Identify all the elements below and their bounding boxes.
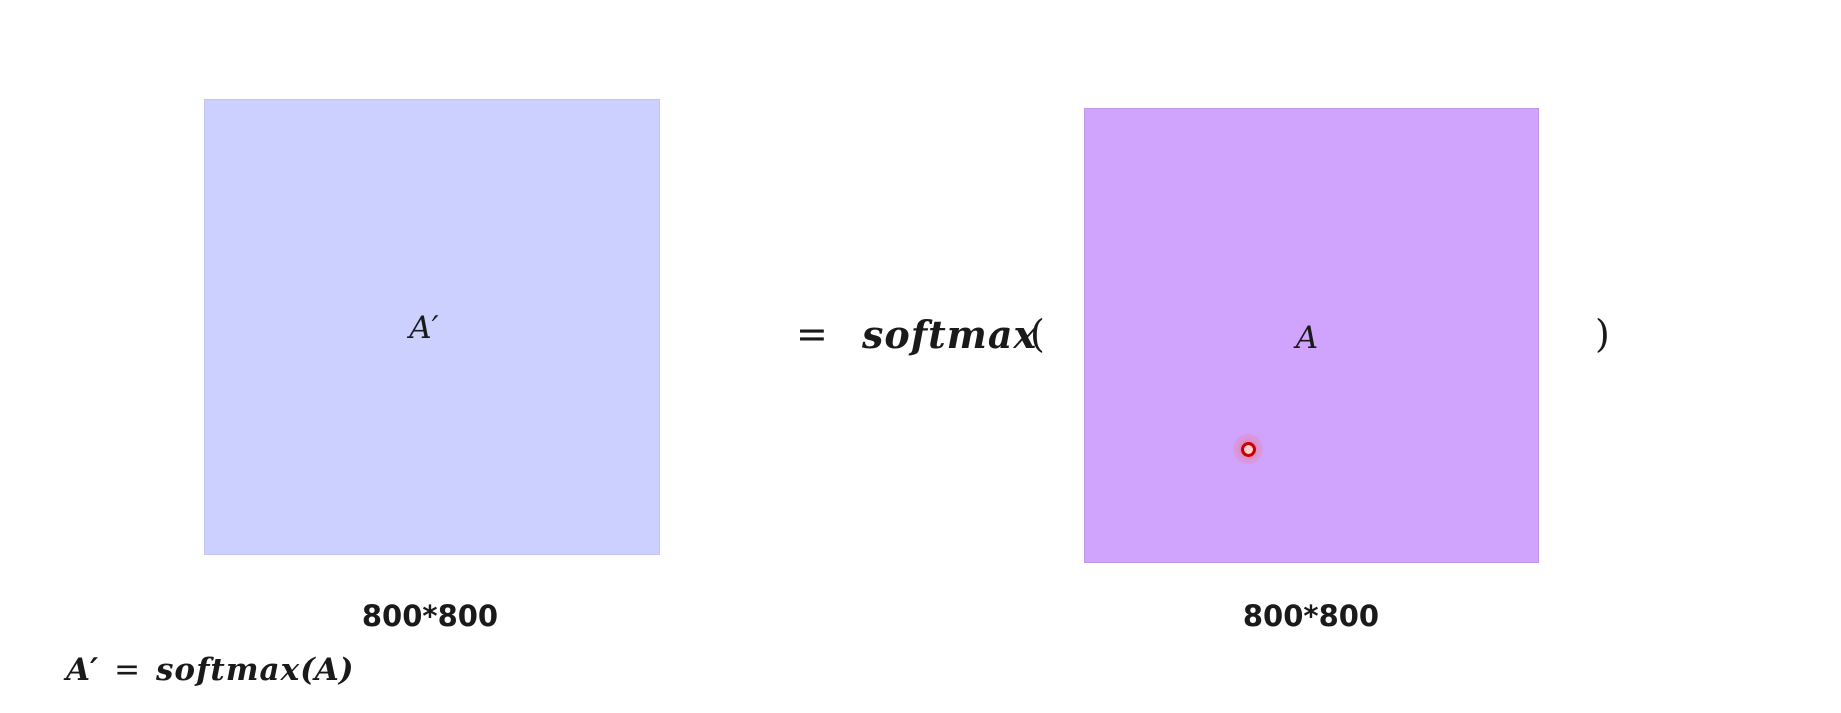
formula-arg: (A) — [300, 652, 354, 688]
close-parenthesis: ) — [1595, 312, 1610, 356]
formula-equals: = — [114, 652, 141, 688]
softmax-function-name: softmax — [862, 312, 1038, 357]
equals-sign: = — [796, 312, 828, 356]
matrix-a-prime-label: A′ — [409, 310, 439, 346]
formula-func-name: softmax — [155, 652, 301, 688]
matrix-a-prime — [204, 99, 660, 555]
formula: A′ = softmax(A) — [66, 652, 353, 688]
mouse-cursor-icon — [1233, 434, 1263, 464]
open-parenthesis: ( — [1030, 312, 1045, 356]
matrix-a-prime-dimension: 800*800 — [361, 599, 499, 633]
matrix-a — [1084, 108, 1539, 563]
formula-lhs: A′ — [66, 652, 99, 688]
matrix-a-label: A — [1295, 320, 1319, 356]
matrix-a-dimension: 800*800 — [1242, 599, 1380, 633]
